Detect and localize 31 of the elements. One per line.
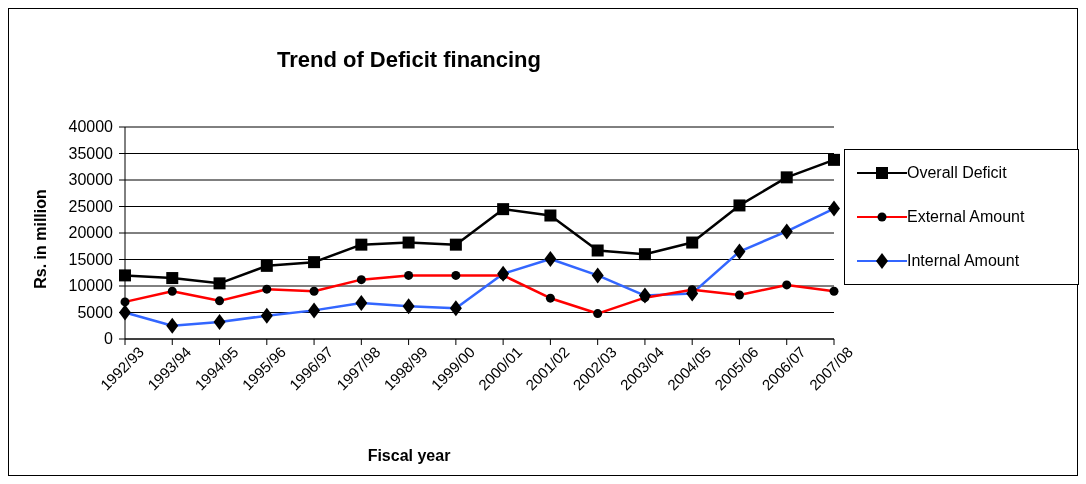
x-axis-title: Fiscal year [366,447,452,465]
y-tick-label: 20000 [68,224,114,241]
point [497,203,510,216]
point [780,171,793,184]
y-tick-label: 10000 [68,277,114,294]
chart-title: Trend of Deficit financing [276,47,542,73]
point [449,238,462,251]
point [828,153,840,166]
point [733,199,746,212]
point [686,236,699,249]
y-tick-label: 35000 [68,144,114,162]
point [166,272,179,285]
legend-label: Internal Amount [907,252,1020,270]
point [355,238,368,251]
point [213,277,226,290]
y-tick-label: 30000 [68,171,114,188]
y-axis-title: Rs. in million [32,189,50,289]
legend-label: Overall Deficit [907,164,1007,182]
point [638,248,651,261]
point [308,256,321,269]
point [591,244,604,257]
y-tick-label: 0 [104,330,114,347]
point [544,209,557,222]
y-tick-label: 25000 [68,197,114,215]
legend-label: External Amount [907,208,1025,226]
y-tick-label: 5000 [77,303,114,321]
point [119,269,131,282]
point [402,236,415,249]
y-tick-label: 15000 [68,250,114,268]
point [260,259,273,272]
y-tick-label: 40000 [68,118,114,135]
